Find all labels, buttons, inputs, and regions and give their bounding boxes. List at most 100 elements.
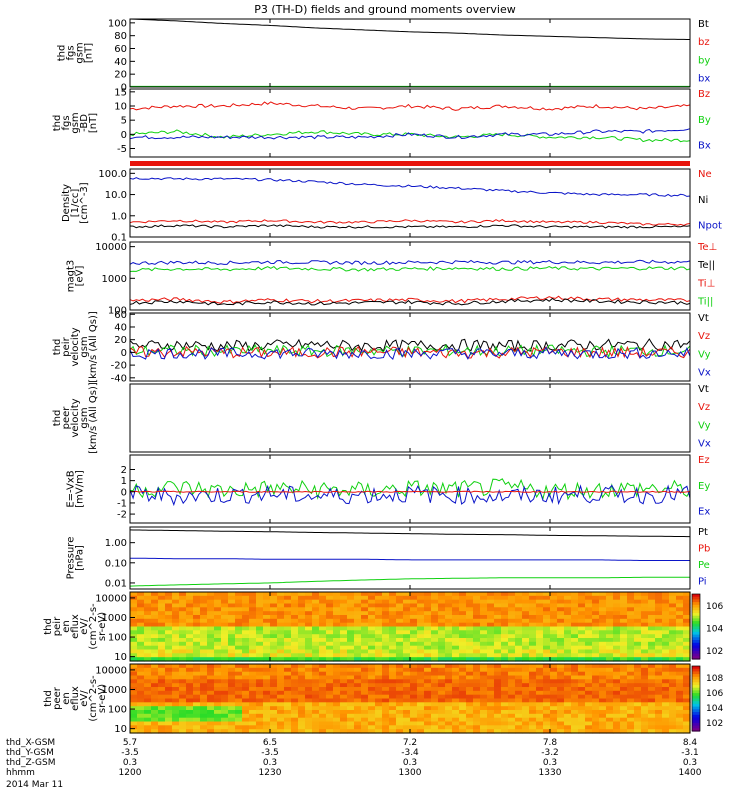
spectrogram-cell [340, 683, 348, 688]
spectrogram-cell [585, 634, 593, 639]
spectrogram-cell [221, 653, 229, 658]
spectrogram-cell [165, 626, 173, 631]
spectrogram-cell [466, 599, 474, 605]
spectrogram-cell [627, 618, 635, 624]
spectrogram-cell [172, 694, 180, 700]
spectrogram-cell [221, 667, 229, 673]
spectrogram-cell [613, 653, 621, 658]
spectrogram-cell [424, 671, 432, 677]
spectrogram-cell [592, 713, 600, 719]
spectrogram-cell [312, 611, 320, 616]
spectrogram-cell [291, 603, 299, 608]
spectrogram-cell [473, 603, 481, 608]
spectrogram-cell [277, 683, 285, 688]
spectrogram-cell [571, 641, 579, 647]
spectrogram-cell [256, 713, 264, 719]
spectrogram-cell [466, 717, 474, 723]
series-line-Ne [129, 219, 691, 226]
spectrogram-cell [158, 687, 166, 692]
spectrogram-cell [494, 725, 502, 730]
spectrogram-cell [382, 664, 390, 669]
spectrogram-cell [613, 667, 621, 673]
y-axis-label-line: [nT] [88, 113, 99, 133]
spectrogram-cell [438, 690, 446, 696]
spectrogram-cell [214, 645, 222, 651]
spectrogram-cell [270, 725, 278, 730]
spectrogram-cell [354, 671, 362, 677]
y-axis-label: thdpeirenefluxeV/(cm^2-s-sr-eV) [43, 603, 108, 650]
y-axis-label-line: [mV/m] [75, 470, 86, 508]
colorbar-segment [692, 679, 700, 683]
spectrogram-cell [277, 706, 285, 711]
spectrogram-cell [144, 683, 152, 688]
series-line-Bx [129, 128, 691, 140]
spectrogram-cell [319, 618, 327, 624]
spectrogram-cell [466, 675, 474, 680]
spectrogram-cell [256, 671, 264, 677]
spectrogram-cell [354, 664, 362, 669]
spectrogram-cell [263, 599, 271, 605]
spectrogram-cell [340, 706, 348, 711]
spectrogram-cell [368, 649, 376, 654]
spectrogram-cell [312, 664, 320, 669]
legend-entry: Te|| [697, 260, 715, 271]
spectrogram-cell [326, 671, 334, 677]
spectrogram-cell [228, 630, 236, 635]
spectrogram-cell [179, 664, 187, 669]
spectrogram-cell [144, 721, 152, 726]
series-line-Te|| [129, 297, 691, 306]
spectrogram-cell [298, 725, 306, 730]
spectrogram-cell [347, 645, 355, 651]
spectrogram-cell [361, 667, 369, 673]
spectrogram-cell [417, 671, 425, 677]
spectrogram-cell [368, 690, 376, 696]
spectrogram-cell [158, 599, 166, 605]
spectrogram-cell [669, 729, 677, 734]
spectrogram-cell [536, 702, 544, 707]
spectrogram-cell [494, 690, 502, 696]
spectrogram-cell [207, 607, 215, 612]
spectrogram-cell [193, 592, 201, 597]
spectrogram-cell [445, 687, 453, 692]
spectrogram-cell [347, 694, 355, 700]
spectrogram-cell [655, 595, 663, 601]
spectrogram-cell [578, 664, 586, 669]
series-line-Vx [129, 346, 691, 361]
spectrogram-cell [627, 622, 635, 628]
spectrogram-cell [403, 595, 411, 601]
spectrogram-cell [669, 687, 677, 692]
spectrogram-cell [137, 683, 145, 688]
spectrogram-cell [186, 679, 194, 684]
spectrogram-cell [284, 725, 292, 730]
spectrogram-cell [557, 603, 565, 608]
spectrogram-cell [298, 645, 306, 651]
spectrogram-cell [494, 667, 502, 673]
spectrogram-cell [396, 664, 404, 669]
spectrogram-cell [228, 599, 236, 605]
y-tick-label: 10.0 [105, 190, 127, 201]
spectrogram-cell [186, 607, 194, 612]
spectrogram-cell [529, 638, 537, 643]
spectrogram-cell [648, 717, 656, 723]
spectrogram-cell [508, 618, 516, 624]
spectrogram-cell [137, 690, 145, 696]
spectrogram-cell [130, 698, 138, 703]
spectrogram-cell [403, 615, 411, 620]
spectrogram-cell [522, 649, 530, 654]
spectrogram-cell [207, 622, 215, 628]
spectrogram-cell [648, 645, 656, 651]
spectrogram-cell [445, 683, 453, 688]
spectrogram-cell [543, 641, 551, 647]
spectrogram-cell [606, 729, 614, 734]
spectrogram-cell [354, 653, 362, 658]
y-axis-label-line: fgs [61, 115, 72, 130]
spectrogram-cell [256, 622, 264, 628]
spectrogram-cell [242, 638, 250, 643]
spectrogram-cell [417, 618, 425, 624]
spectrogram-cell [347, 710, 355, 715]
spectrogram-cell [529, 626, 537, 631]
x-tick-label: 0.3 [123, 758, 137, 768]
spectrogram-cell [291, 657, 299, 662]
spectrogram-cell [627, 653, 635, 658]
x-tick-label: 1300 [399, 768, 422, 778]
